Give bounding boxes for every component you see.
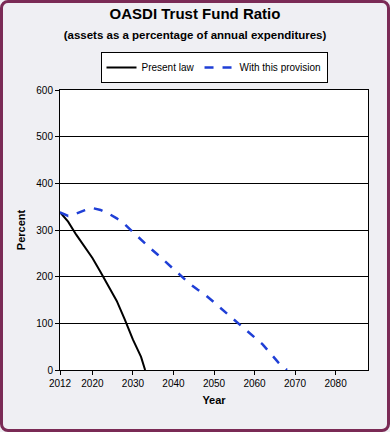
svg-text:Present law: Present law	[142, 62, 195, 73]
svg-text:2070: 2070	[284, 378, 307, 389]
svg-text:300: 300	[36, 225, 53, 236]
svg-text:2020: 2020	[81, 378, 104, 389]
svg-text:2012: 2012	[49, 378, 72, 389]
svg-text:With this provision: With this provision	[240, 62, 321, 73]
svg-text:2050: 2050	[203, 378, 226, 389]
svg-text:2080: 2080	[324, 378, 347, 389]
svg-text:200: 200	[36, 271, 53, 282]
svg-text:2030: 2030	[122, 378, 145, 389]
svg-text:100: 100	[36, 318, 53, 329]
svg-text:2060: 2060	[243, 378, 266, 389]
svg-text:600: 600	[36, 85, 53, 96]
svg-text:400: 400	[36, 178, 53, 189]
svg-text:OASDI Trust Fund Ratio(assets: OASDI Trust Fund Ratio(assets as a perce…	[64, 5, 327, 41]
svg-text:0: 0	[47, 365, 53, 376]
svg-text:500: 500	[36, 131, 53, 142]
svg-text:Year: Year	[202, 394, 226, 406]
svg-text:2040: 2040	[162, 378, 185, 389]
svg-text:Percent: Percent	[15, 209, 27, 250]
